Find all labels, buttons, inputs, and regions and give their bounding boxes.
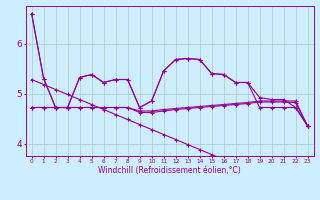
X-axis label: Windchill (Refroidissement éolien,°C): Windchill (Refroidissement éolien,°C) <box>98 166 241 175</box>
